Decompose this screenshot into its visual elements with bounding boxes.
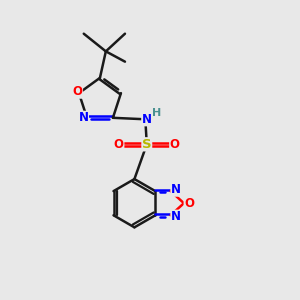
Text: O: O	[114, 138, 124, 151]
Text: O: O	[170, 138, 180, 151]
Text: N: N	[171, 183, 181, 196]
Text: N: N	[171, 210, 181, 223]
Text: H: H	[152, 108, 161, 118]
Text: O: O	[73, 85, 82, 98]
Text: N: N	[78, 111, 88, 124]
Text: S: S	[142, 138, 152, 151]
Text: O: O	[184, 197, 194, 210]
Text: N: N	[142, 113, 152, 126]
